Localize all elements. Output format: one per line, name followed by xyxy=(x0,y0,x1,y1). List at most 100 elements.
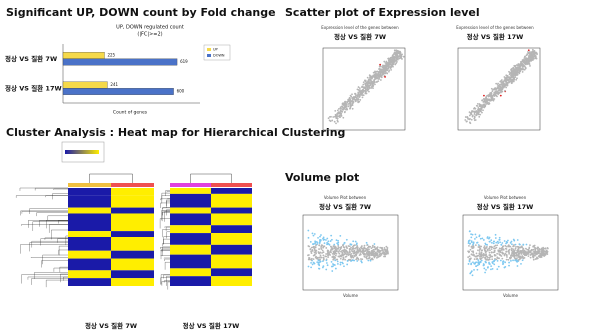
panel-heading: Volume Plot between xyxy=(484,195,527,200)
dot xyxy=(540,254,543,257)
dot xyxy=(517,245,520,248)
dot xyxy=(340,250,342,253)
bar xyxy=(62,58,178,66)
dot xyxy=(477,249,479,252)
dot xyxy=(510,256,513,259)
dot xyxy=(480,254,483,257)
dot xyxy=(491,258,494,261)
dot xyxy=(311,249,314,251)
dot xyxy=(383,70,386,73)
legend-label: UP xyxy=(213,48,218,52)
dot xyxy=(473,268,475,271)
dot xyxy=(382,64,384,67)
heat-cell xyxy=(170,254,211,269)
section-title: Scatter plot of Expression level xyxy=(285,6,480,19)
dot xyxy=(322,239,325,241)
dot xyxy=(538,247,541,250)
dot xyxy=(535,57,538,60)
dot xyxy=(510,247,513,250)
dot xyxy=(384,68,387,70)
dot xyxy=(523,250,526,252)
dot xyxy=(380,76,383,79)
dot xyxy=(359,99,362,101)
dot xyxy=(529,244,531,247)
dot xyxy=(338,115,341,117)
dot xyxy=(322,251,325,254)
dot xyxy=(339,261,342,264)
dot xyxy=(378,255,381,258)
dot xyxy=(378,65,381,68)
dot xyxy=(357,89,360,91)
dot xyxy=(375,247,378,250)
dot xyxy=(484,257,487,260)
dot xyxy=(342,108,344,111)
dot xyxy=(326,237,329,240)
dot xyxy=(532,258,535,261)
dot xyxy=(315,251,317,254)
heat-cell xyxy=(170,193,211,208)
dot xyxy=(327,254,329,257)
dot xyxy=(497,82,499,85)
dot xyxy=(345,103,348,106)
dot xyxy=(479,108,482,111)
dot xyxy=(333,243,336,246)
dot xyxy=(385,60,388,63)
dot xyxy=(492,99,495,102)
dot xyxy=(345,245,348,248)
dot xyxy=(373,73,376,76)
dot xyxy=(510,68,512,71)
dot xyxy=(375,70,378,73)
dot xyxy=(369,84,371,87)
dot xyxy=(509,78,512,81)
dot xyxy=(390,65,393,67)
dot xyxy=(493,249,496,252)
dot xyxy=(544,252,547,255)
dot xyxy=(519,255,521,258)
dot xyxy=(468,239,470,242)
dot xyxy=(380,253,383,256)
dot xyxy=(488,263,491,265)
dot xyxy=(367,259,370,262)
dot xyxy=(321,252,323,254)
dot xyxy=(519,63,522,66)
dot xyxy=(470,236,473,239)
dot xyxy=(371,76,374,79)
dot xyxy=(341,261,344,264)
dot xyxy=(351,255,354,257)
dot xyxy=(468,245,470,247)
dot xyxy=(325,259,328,262)
dot xyxy=(388,70,390,73)
dot xyxy=(347,98,350,101)
category-label: 정상 VS 질환 17W xyxy=(5,83,62,92)
dot xyxy=(535,251,538,254)
dot xyxy=(503,240,506,242)
dot xyxy=(534,246,536,249)
dot xyxy=(490,248,493,251)
dot xyxy=(467,263,470,265)
dot xyxy=(320,244,323,247)
dot xyxy=(327,256,330,259)
dot xyxy=(317,261,320,264)
dot xyxy=(372,71,375,74)
dot xyxy=(370,247,373,250)
dot xyxy=(505,78,508,81)
dot xyxy=(338,250,341,252)
dot xyxy=(498,83,501,86)
dot xyxy=(505,258,508,261)
dot xyxy=(367,254,370,257)
dot xyxy=(364,86,367,89)
dot xyxy=(525,252,528,254)
dot xyxy=(341,251,344,254)
dot xyxy=(325,262,328,264)
dot xyxy=(393,56,396,58)
dot xyxy=(478,250,481,252)
dot xyxy=(469,258,472,261)
dot xyxy=(311,232,314,235)
dot xyxy=(491,246,494,249)
bar xyxy=(62,88,174,95)
dot xyxy=(505,74,508,77)
dot xyxy=(320,245,323,248)
heat-cell xyxy=(211,233,252,245)
dot xyxy=(336,242,339,245)
